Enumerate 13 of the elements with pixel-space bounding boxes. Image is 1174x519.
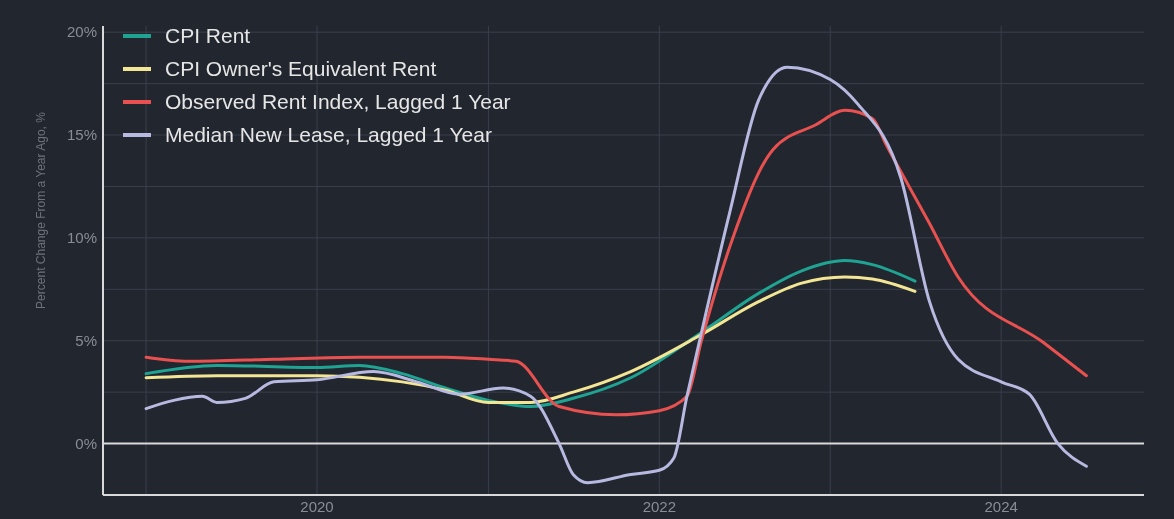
legend-label: CPI Owner's Equivalent Rent [165,57,437,81]
y-tick-label: 0% [75,434,97,452]
x-tick-label: 2022 [642,498,677,515]
x-tick-label: 2024 [984,498,1018,515]
legend-label: Median New Lease, Lagged 1 Year [165,123,492,147]
y-tick-label: 20% [66,23,97,41]
y-tick-label: 5% [75,331,97,349]
y-axis-title: Percent Change From a Year Ago, % [34,111,48,309]
legend-label: Observed Rent Index, Lagged 1 Year [165,90,511,114]
y-tick-label: 10% [66,229,97,247]
x-tick-label: 2020 [300,498,334,515]
y-tick-label: 15% [66,126,97,144]
legend-label: CPI Rent [165,24,251,48]
